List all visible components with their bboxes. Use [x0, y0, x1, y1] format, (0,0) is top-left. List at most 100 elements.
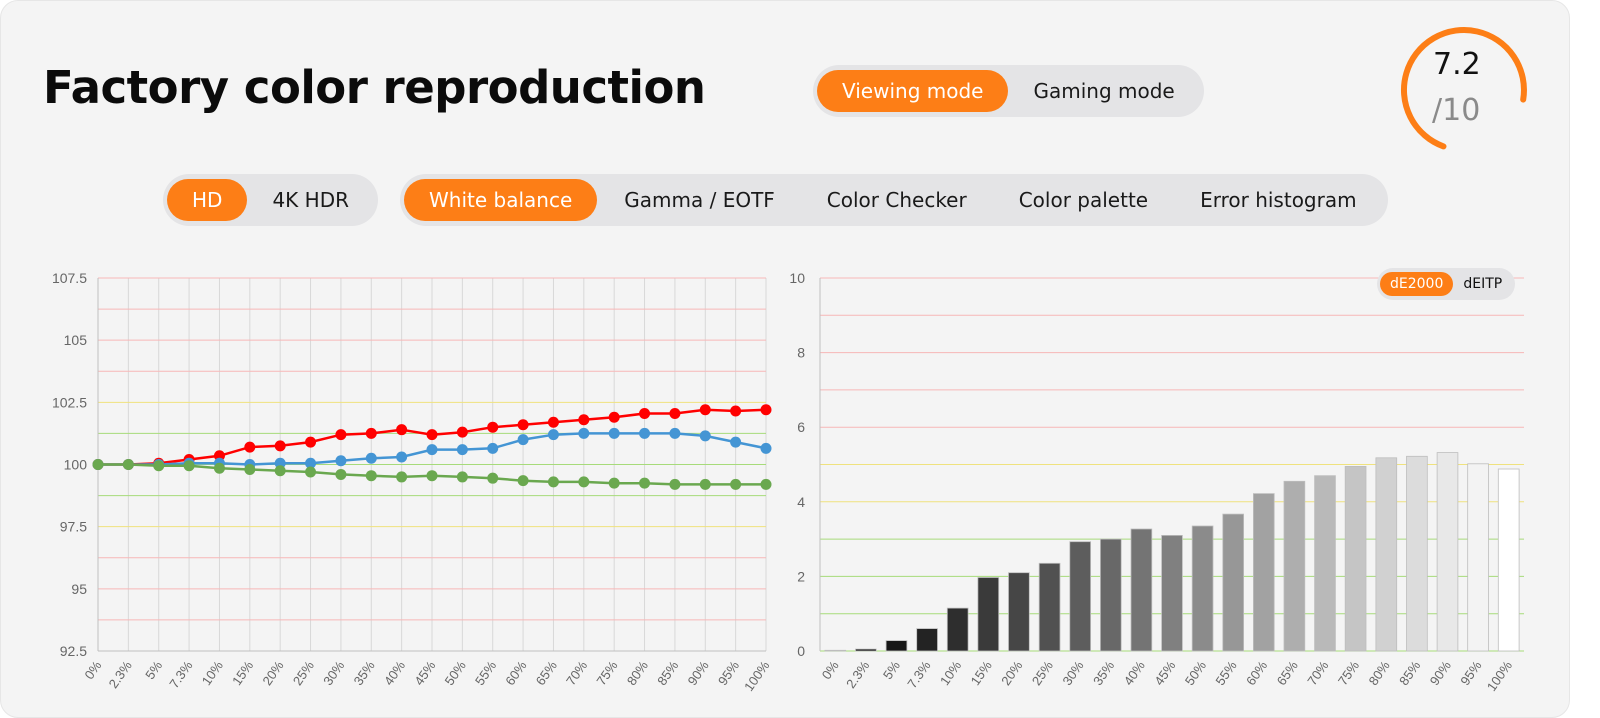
data-point — [305, 436, 317, 448]
y-tick-label: 2 — [797, 568, 805, 584]
data-point — [730, 436, 742, 448]
bar — [1252, 493, 1275, 652]
x-tick-label: 5% — [880, 658, 903, 682]
tab-hd[interactable]: HD — [167, 179, 248, 221]
data-point — [274, 440, 286, 452]
bar — [977, 577, 1000, 652]
tab-viewing-mode[interactable]: Viewing mode — [817, 70, 1009, 112]
data-point — [639, 477, 651, 489]
x-tick-label: 95% — [1457, 658, 1484, 688]
score-max: /10 — [1432, 93, 1481, 128]
data-point — [699, 430, 711, 442]
data-point — [669, 427, 681, 439]
tab-gamma-eotf[interactable]: Gamma / EOTF — [624, 188, 775, 212]
tab-deitp[interactable]: dEITP — [1463, 276, 1503, 292]
data-point — [456, 426, 468, 438]
view-tabs: White balance Gamma / EOTF Color Checker… — [400, 174, 1388, 226]
data-point — [122, 459, 134, 470]
x-tick-label: 10% — [937, 658, 964, 688]
bar — [1008, 572, 1030, 652]
tab-white-balance[interactable]: White balance — [404, 179, 598, 221]
data-point — [92, 459, 104, 470]
tab-4k-hdr[interactable]: 4K HDR — [272, 188, 349, 212]
data-point — [213, 462, 225, 474]
data-point — [274, 465, 286, 477]
data-point — [608, 411, 620, 423]
x-tick-label: 7.3% — [166, 658, 196, 691]
x-tick-label: 90% — [685, 658, 712, 688]
tab-gaming-mode[interactable]: Gaming mode — [1033, 79, 1175, 103]
data-point — [487, 421, 499, 433]
metric-switch: dE2000 dEITP — [1377, 268, 1516, 300]
x-tick-label: 40% — [381, 658, 408, 688]
tab-error-histogram[interactable]: Error histogram — [1200, 188, 1357, 212]
x-tick-label: 80% — [624, 658, 651, 688]
data-point — [699, 478, 711, 490]
data-point — [760, 442, 772, 454]
x-tick-label: 30% — [1059, 658, 1086, 688]
bar — [1130, 528, 1153, 652]
data-point — [547, 476, 559, 488]
x-tick-label: 0% — [81, 658, 104, 682]
y-tick-label: 102.5 — [52, 394, 87, 410]
x-tick-label: 40% — [1121, 658, 1148, 688]
x-tick-label: 30% — [320, 658, 347, 688]
data-point — [730, 405, 742, 417]
data-point — [578, 414, 590, 426]
x-tick-label: 0% — [819, 658, 842, 682]
y-tick-label: 107.5 — [52, 270, 87, 286]
data-point — [608, 427, 620, 439]
data-point — [365, 427, 377, 439]
y-tick-label: 100 — [64, 457, 88, 473]
bar — [1099, 538, 1122, 652]
y-tick-label: 4 — [797, 494, 805, 510]
data-point — [305, 457, 317, 469]
data-point — [487, 442, 499, 454]
x-tick-label: 70% — [1304, 658, 1331, 688]
x-tick-label: 25% — [1029, 658, 1056, 688]
x-tick-label: 75% — [593, 658, 620, 688]
data-point — [699, 404, 711, 416]
data-point — [730, 478, 742, 490]
x-tick-label: 35% — [1090, 658, 1117, 688]
score-value: 7.2 — [1433, 47, 1481, 82]
x-tick-label: 60% — [502, 658, 529, 688]
bar — [1436, 452, 1459, 652]
bar — [824, 649, 847, 652]
data-point — [153, 460, 165, 472]
y-tick-label: 105 — [64, 332, 88, 348]
data-point — [456, 471, 468, 483]
tab-de2000[interactable]: dE2000 — [1380, 272, 1454, 296]
x-tick-label: 7.3% — [904, 658, 934, 691]
x-tick-label: 100% — [741, 658, 773, 694]
y-tick-label: 95 — [71, 581, 87, 597]
x-tick-label: 50% — [442, 658, 469, 688]
x-tick-label: 100% — [1484, 658, 1516, 694]
tab-color-checker[interactable]: Color Checker — [826, 188, 967, 212]
x-tick-label: 2.3% — [106, 658, 136, 691]
data-point — [244, 463, 256, 475]
x-tick-label: 60% — [1243, 658, 1270, 688]
bar — [1314, 475, 1336, 652]
x-tick-label: 55% — [1212, 658, 1239, 688]
score-ring — [1401, 27, 1527, 153]
bar — [946, 607, 969, 652]
bar — [885, 640, 908, 652]
data-point — [578, 427, 590, 439]
x-tick-label: 15% — [968, 658, 995, 688]
data-point — [365, 452, 377, 464]
bar — [855, 648, 877, 652]
data-point — [760, 404, 772, 416]
page-title: Factory color reproduction — [43, 61, 706, 114]
tab-color-palette[interactable]: Color palette — [1018, 188, 1149, 212]
x-tick-label: 10% — [199, 658, 226, 688]
data-point — [578, 476, 590, 488]
data-point — [183, 460, 195, 472]
data-point — [244, 441, 256, 453]
y-tick-label: 0 — [797, 643, 805, 659]
bar — [1497, 468, 1520, 652]
data-point — [335, 429, 347, 441]
